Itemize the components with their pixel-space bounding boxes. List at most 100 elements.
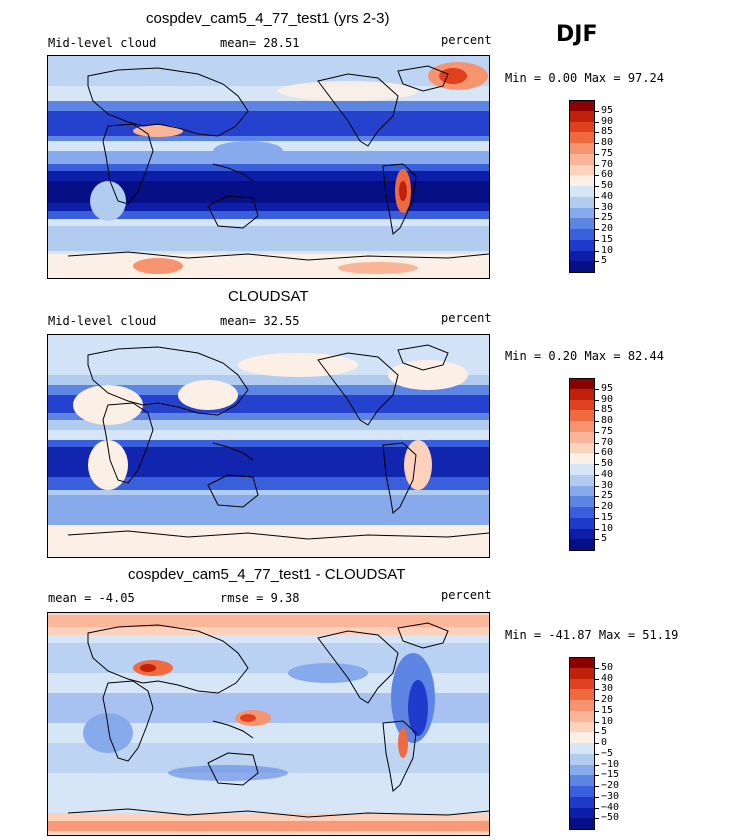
colorbar-tick-label: 75 — [601, 425, 614, 437]
colorbar-swatch — [569, 164, 595, 176]
colorbar-tick-label: −30 — [601, 790, 620, 802]
colorbar-tick — [595, 261, 599, 263]
colorbar-swatch — [569, 678, 595, 690]
colorbar-swatch — [569, 721, 595, 733]
colorbar-tick — [595, 207, 599, 209]
map-plot — [47, 334, 490, 558]
colorbar-tick-label: −15 — [601, 769, 620, 781]
colorbar-tick-label: 10 — [601, 522, 614, 534]
colorbar-tick — [595, 667, 599, 669]
colorbar-tick-label: 5 — [601, 726, 608, 738]
colorbar-swatch — [569, 261, 595, 273]
colorbar-tick — [595, 474, 599, 476]
colorbar-tick-label: 30 — [601, 479, 614, 491]
colorbar-tick-label: −5 — [601, 747, 614, 759]
colorbar-tick — [595, 507, 599, 508]
colorbar-tick — [595, 229, 599, 230]
colorbar-tick — [595, 239, 599, 241]
colorbar-tick — [595, 528, 599, 530]
colorbar-tick-label: −10 — [601, 758, 620, 770]
colorbar-tick-label: 0 — [601, 737, 608, 748]
colorbar-tick — [595, 539, 599, 541]
colorbar-tick-label: 80 — [601, 415, 614, 426]
colorbar-swatch — [569, 442, 595, 454]
colorbar-tick — [595, 517, 599, 519]
colorbar-tick — [595, 453, 599, 455]
colorbar-tick — [595, 496, 599, 498]
season-label: DJF — [556, 22, 598, 47]
colorbar-tick-label: 10 — [601, 715, 614, 727]
colorbar-swatch — [569, 410, 595, 422]
colorbar-tick-label: 60 — [601, 169, 614, 181]
panel-title: cospdev_cam5_4_77_test1 - CLOUDSAT — [128, 566, 406, 583]
colorbar-swatch — [569, 453, 595, 465]
colorbar-tick — [595, 485, 599, 487]
contour-field — [48, 335, 489, 557]
colorbar-tick-label: 75 — [601, 147, 614, 159]
colorbar-tick-label: 20 — [601, 223, 614, 234]
colorbar-tick-label: 25 — [601, 212, 614, 224]
colorbar-swatch — [569, 485, 595, 497]
colorbar-tick-label: 80 — [601, 137, 614, 148]
colorbar-swatch — [569, 667, 595, 679]
panel-title: cospdev_cam5_4_77_test1 (yrs 2-3) — [146, 10, 390, 27]
colorbar-swatch — [569, 378, 595, 390]
colorbar-swatch — [569, 186, 595, 198]
colorbar-swatch — [569, 421, 595, 433]
colorbar-swatch — [569, 196, 595, 208]
colorbar-tick — [595, 143, 599, 144]
colorbar-tick-label: 40 — [601, 468, 614, 480]
colorbar-tick — [595, 388, 599, 390]
colorbar-swatch — [569, 507, 595, 519]
colorbar-tick — [595, 807, 599, 809]
colorbar-tick-label: 5 — [601, 255, 608, 267]
colorbar-tick — [595, 689, 599, 691]
colorbar-tick — [595, 410, 599, 412]
colorbar-swatch — [569, 100, 595, 112]
min-max-label: Min = -41.87 Max = 51.19 — [505, 628, 679, 642]
colorbar-tick — [595, 732, 599, 734]
colorbar-tick — [595, 700, 599, 701]
units-label: percent — [441, 311, 492, 325]
colorbar-tick — [595, 132, 599, 134]
panel-title: CLOUDSAT — [228, 288, 309, 305]
colorbar-tick-label: 95 — [601, 104, 614, 116]
colorbar-tick-label: 5 — [601, 533, 608, 545]
colorbar-swatch — [569, 743, 595, 755]
variable-label: Mid-level cloud — [48, 36, 157, 50]
colorbar-tick-label: 95 — [601, 382, 614, 394]
colorbar-swatch — [569, 175, 595, 187]
map-plot — [47, 55, 490, 279]
colorbar-tick-label: 15 — [601, 704, 614, 716]
min-max-label: Min = 0.20 Max = 82.44 — [505, 349, 664, 363]
colorbar-swatch — [569, 796, 595, 808]
map-plot — [47, 612, 490, 836]
colorbar-tick-label: −40 — [601, 801, 620, 813]
colorbar-tick — [595, 764, 599, 766]
colorbar-swatch — [569, 207, 595, 219]
colorbar-swatch — [569, 700, 595, 712]
colorbar-swatch — [569, 121, 595, 133]
colorbar-tick-label: −50 — [601, 812, 620, 824]
colorbar-tick-label: 90 — [601, 393, 614, 405]
colorbar-tick-label: 50 — [601, 458, 614, 469]
colorbar-tick-label: 30 — [601, 683, 614, 695]
colorbar-tick-label: 20 — [601, 501, 614, 512]
colorbar-tick-label: 90 — [601, 115, 614, 127]
colorbar-tick-label: 70 — [601, 158, 614, 170]
colorbar-tick — [595, 796, 599, 798]
colorbar-tick — [595, 775, 599, 777]
colorbar-swatch — [569, 388, 595, 400]
colorbar-tick-label: −20 — [601, 780, 620, 791]
colorbar-tick-label: 25 — [601, 490, 614, 502]
min-max-label: Min = 0.00 Max = 97.24 — [505, 71, 664, 85]
colorbar-tick — [595, 175, 599, 177]
rmse-label: rmse = 9.38 — [220, 591, 300, 605]
colorbar-tick — [595, 110, 599, 112]
mean-label: mean= 32.55 — [220, 314, 300, 328]
mean-label: mean = -4.05 — [48, 591, 135, 605]
colorbar-tick-label: 40 — [601, 672, 614, 684]
colorbar-tick-label: 85 — [601, 404, 614, 416]
colorbar-swatch — [569, 464, 595, 476]
colorbar-swatch — [569, 710, 595, 722]
